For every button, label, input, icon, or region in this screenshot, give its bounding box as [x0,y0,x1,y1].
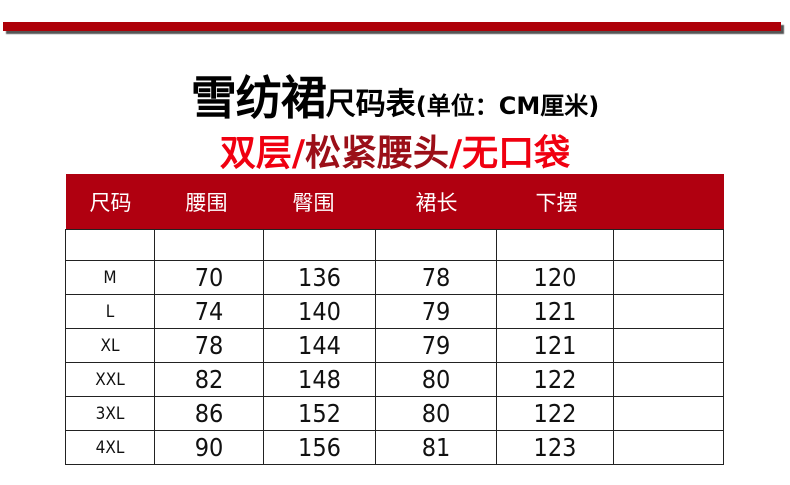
subtitle-part3: /无口袋 [449,133,571,174]
column-header: 尺码 [65,174,155,230]
measurement-cell: 79 [375,294,497,329]
measurement-cell: 82 [154,362,264,397]
measurement-cell: 156 [263,430,376,465]
table-row: 4XL 90 156 81 123 [65,430,724,465]
measurement-cell [613,260,724,295]
measurement-cell: 80 [375,396,497,431]
measurement-cell: 80 [375,362,497,397]
table-row: L 74 140 79 121 [65,294,724,329]
column-header [613,174,724,230]
subtitle-part2: 松紧腰头 [304,133,449,174]
size-cell [65,229,155,261]
measurement-cell [496,229,614,261]
feature-subtitle: 双层/松紧腰头/无口袋 [0,124,790,176]
measurement-cell: 121 [496,294,614,329]
table-row: XXL 82 148 80 122 [65,362,724,397]
measurement-cell: 121 [496,328,614,363]
measurement-cell [613,362,724,397]
size-cell: 3XL [65,396,155,431]
column-header: 下摆 [496,174,614,230]
measurement-cell: 79 [375,328,497,363]
measurement-cell: 78 [154,328,264,363]
measurement-cell: 90 [154,430,264,465]
column-header: 腰围 [154,174,264,230]
size-table: 尺码 腰围 臀围 裙长 下摆 M 70 136 78 120 L 74 140 79 121 XL 78 144… [65,174,724,465]
measurement-cell [613,328,724,363]
measurement-cell: 120 [496,260,614,295]
subtitle-part1: 双层/ [219,133,305,174]
measurement-cell [613,294,724,329]
measurement-cell: 140 [263,294,376,329]
measurement-cell [613,430,724,465]
top-divider-bar [3,22,781,31]
column-header: 裙长 [375,174,497,230]
measurement-cell: 78 [375,260,497,295]
size-cell: XXL [65,362,155,397]
measurement-cell: 122 [496,396,614,431]
measurement-cell: 152 [263,396,376,431]
measurement-cell: 136 [263,260,376,295]
table-row: 3XL 86 152 80 122 [65,396,724,431]
measurement-cell: 86 [154,396,264,431]
title-sub: 尺码表 [325,87,416,122]
measurement-cell: 74 [154,294,264,329]
measurement-cell [154,229,264,261]
table-row: XL 78 144 79 121 [65,328,724,363]
measurement-cell: 123 [496,430,614,465]
title-main: 雪纺裙 [190,71,327,125]
page-title: 雪纺裙尺码表(单位：CM厘米) [0,62,790,128]
size-cell: XL [65,328,155,363]
size-cell: L [65,294,155,329]
column-header: 臀围 [263,174,376,230]
measurement-cell: 122 [496,362,614,397]
measurement-cell: 81 [375,430,497,465]
measurement-cell [613,229,724,261]
title-unit: (单位：CM厘米) [415,92,600,120]
measurement-cell [375,229,497,261]
table-row: M 70 136 78 120 [65,260,724,295]
size-cell: M [65,260,155,295]
measurement-cell: 70 [154,260,264,295]
table-header-row: 尺码 腰围 臀围 裙长 下摆 [65,174,724,230]
measurement-cell [613,396,724,431]
measurement-cell [263,229,376,261]
measurement-cell: 148 [263,362,376,397]
size-cell: 4XL [65,430,155,465]
measurement-cell: 144 [263,328,376,363]
table-row [65,229,724,261]
